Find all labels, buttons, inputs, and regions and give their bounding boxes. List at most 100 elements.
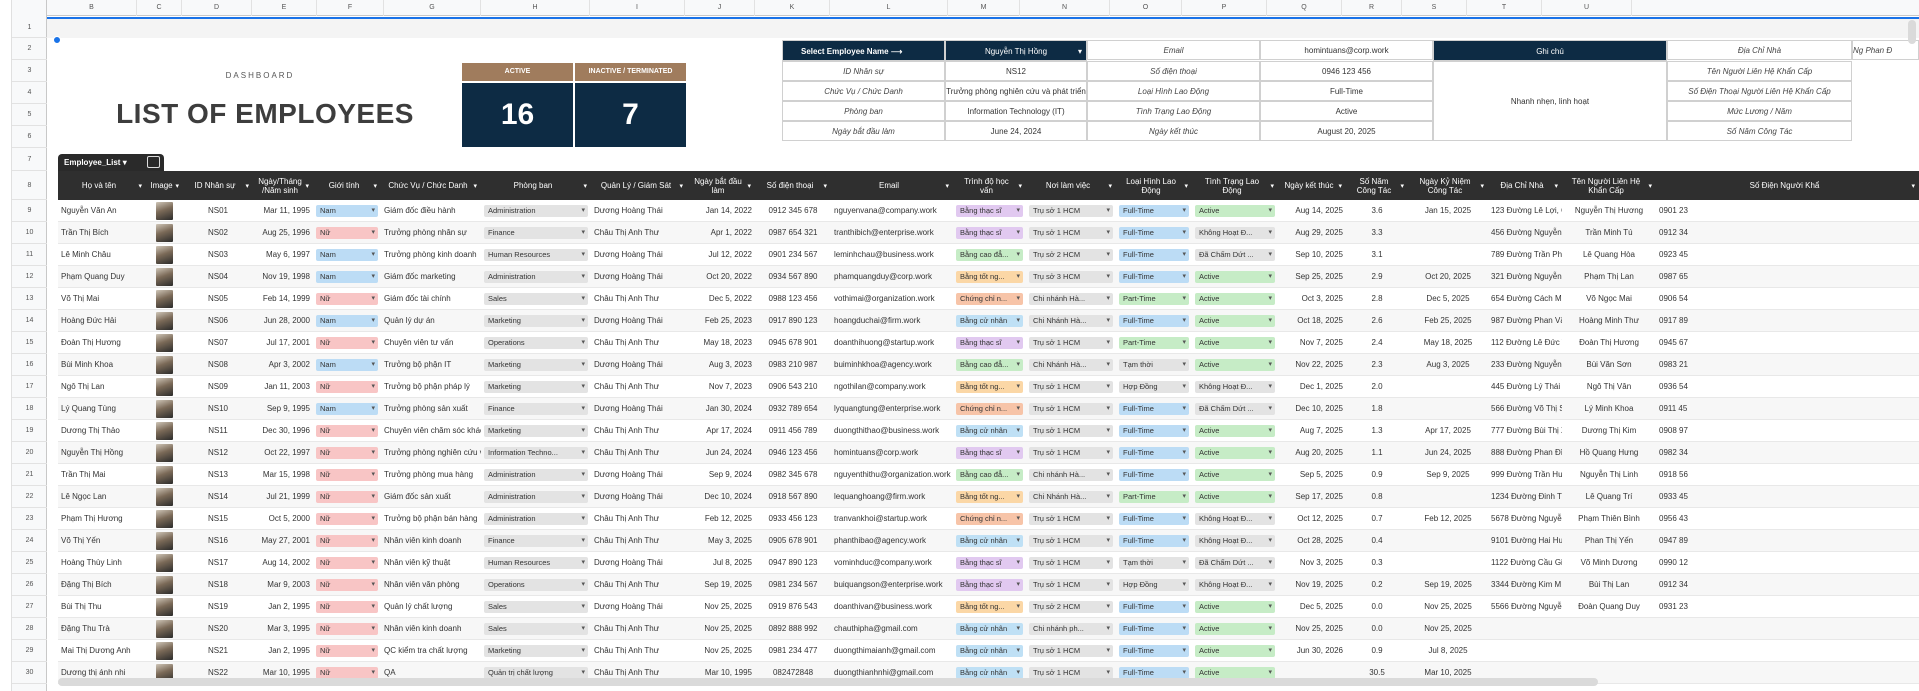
chip-status[interactable]: Active	[1195, 204, 1275, 217]
chip-status[interactable]: Active	[1195, 424, 1275, 437]
chip-contract[interactable]: Full-Time	[1119, 204, 1189, 217]
chip-contract[interactable]: Full-Time	[1119, 622, 1189, 635]
chip-edu[interactable]: Bằng thạc sĩ	[956, 226, 1023, 239]
column-header-anniv[interactable]: Ngày Kỷ Niệm Công Tác ▾	[1419, 176, 1484, 195]
chip-contract[interactable]: Full-Time	[1119, 534, 1189, 547]
table-row[interactable]: Trần Thị Bích NS02 Aug 25, 1996 Nữ Trưởng ph…	[58, 222, 1919, 244]
chip-dept[interactable]: Information Techno...	[484, 446, 588, 459]
row-number[interactable]: 1	[12, 17, 47, 38]
chevron-down-icon[interactable]: ▾	[1911, 183, 1915, 190]
column-header[interactable]: L	[830, 0, 948, 16]
chip-office[interactable]: Trụ sở 1 HCM	[1029, 534, 1113, 547]
chip-edu[interactable]: Bằng thạc sĩ	[956, 446, 1023, 459]
chevron-down-icon[interactable]: ▾	[1184, 183, 1188, 190]
chip-gender[interactable]: Nữ	[316, 468, 378, 481]
chip-edu[interactable]: Bằng cao đẳ...	[956, 358, 1023, 371]
chip-contract[interactable]: Full-Time	[1119, 226, 1189, 239]
column-header[interactable]: G	[384, 0, 481, 16]
chip-gender[interactable]: Nam	[316, 248, 378, 261]
column-header[interactable]: O	[1110, 0, 1182, 16]
row-number[interactable]: 7	[12, 148, 47, 171]
chip-dept[interactable]: Marketing	[484, 358, 588, 371]
chip-office[interactable]: Chi nhánh ph...	[1029, 622, 1113, 635]
column-header-address[interactable]: Địa Chỉ Nhà ▾	[1500, 181, 1558, 190]
chip-dept[interactable]: Administration	[484, 270, 588, 283]
table-view-icon[interactable]	[147, 156, 160, 168]
chevron-down-icon[interactable]: ▾	[473, 183, 477, 190]
chevron-down-icon[interactable]: ▾	[138, 183, 142, 190]
chip-dept[interactable]: Marketing	[484, 424, 588, 437]
chip-edu[interactable]: Bằng cử nhân	[956, 622, 1023, 635]
column-header-name[interactable]: Họ và tên ▾	[81, 181, 142, 190]
chip-contract[interactable]: Full-Time	[1119, 270, 1189, 283]
chip-dept[interactable]: Operations	[484, 336, 588, 349]
chip-dept[interactable]: Administration	[484, 204, 588, 217]
row-number[interactable]: 17	[12, 376, 47, 398]
chip-contract[interactable]: Tạm thời	[1119, 556, 1189, 569]
chip-status[interactable]: Không Hoạt Đ...	[1195, 380, 1275, 393]
column-header[interactable]: Q	[1267, 0, 1342, 16]
chip-edu[interactable]: Bằng thạc sĩ	[956, 204, 1023, 217]
table-row[interactable]: Nguyễn Văn An NS01 Mar 11, 1995 Nam Giám đốc…	[58, 200, 1919, 222]
chip-contract[interactable]: Tạm thời	[1119, 358, 1189, 371]
table-row[interactable]: Võ Thị Yến NS16 May 27, 2001 Nữ Nhân viên ki…	[58, 530, 1919, 552]
table-row[interactable]: Lý Quang Tùng NS10 Sep 9, 1995 Nam Trưởng ph…	[58, 398, 1919, 420]
table-row[interactable]: Đặng Thị Bích NS18 Mar 9, 2003 Nữ Nhân viên …	[58, 574, 1919, 596]
chip-dept[interactable]: Sales	[484, 622, 588, 635]
chip-office[interactable]: Trụ sở 2 HCM	[1029, 600, 1113, 613]
row-number[interactable]: 21	[12, 464, 47, 486]
chip-edu[interactable]: Bằng thạc sĩ	[956, 556, 1023, 569]
column-header[interactable]: P	[1182, 0, 1267, 16]
column-header-image[interactable]: Image ▾	[150, 181, 179, 190]
column-header[interactable]: J	[685, 0, 755, 16]
chip-dept[interactable]: Administration	[484, 490, 588, 503]
chevron-down-icon[interactable]: ▾	[747, 183, 751, 190]
chevron-down-icon[interactable]: ▾	[175, 183, 179, 190]
table-row[interactable]: Trần Thị Mai NS13 Mar 15, 1998 Nữ Trưởng phò…	[58, 464, 1919, 486]
row-number[interactable]: 4	[12, 82, 47, 104]
chip-contract[interactable]: Hợp Đồng	[1119, 380, 1189, 393]
column-header[interactable]: S	[1402, 0, 1467, 16]
column-header-edu[interactable]: Trình độ học vấn ▾	[964, 176, 1022, 195]
column-header-status[interactable]: Tình Trạng Lao Động ▾	[1204, 176, 1274, 195]
chip-office[interactable]: Trụ sở 1 HCM	[1029, 380, 1113, 393]
row-number[interactable]: 22	[12, 486, 47, 508]
row-number[interactable]: 10	[12, 222, 47, 244]
row-number[interactable]: 20	[12, 442, 47, 464]
chip-gender[interactable]: Nữ	[316, 600, 378, 613]
column-header[interactable]: B	[47, 0, 137, 16]
employee-name-dropdown[interactable]: Nguyễn Thị Hồng ▾	[945, 40, 1087, 61]
table-row[interactable]: Hoàng Đức Hải NS06 Jun 28, 2000 Nam Quản lý …	[58, 310, 1919, 332]
chip-contract[interactable]: Part-Time	[1119, 292, 1189, 305]
table-row[interactable]: Dương Thị Thảo NS11 Dec 30, 1996 Nữ Chuyên v…	[58, 420, 1919, 442]
column-header-id[interactable]: ID Nhân sự ▾	[194, 181, 249, 190]
column-header-manager[interactable]: Quản Lý / Giám Sát ▾	[600, 181, 683, 190]
row-number[interactable]: 23	[12, 508, 47, 530]
chip-dept[interactable]: Human Resources	[484, 556, 588, 569]
chip-edu[interactable]: Chứng chỉ n...	[956, 402, 1023, 415]
chip-office[interactable]: Trụ sở 1 HCM	[1029, 336, 1113, 349]
row-number[interactable]: 3	[12, 60, 47, 82]
row-number[interactable]: 15	[12, 332, 47, 354]
chip-contract[interactable]: Full-Time	[1119, 248, 1189, 261]
chip-status[interactable]: Active	[1195, 600, 1275, 613]
chip-edu[interactable]: Bằng tốt ng...	[956, 490, 1023, 503]
chevron-down-icon[interactable]: ▾	[1648, 183, 1652, 190]
row-number[interactable]: 5	[12, 104, 47, 126]
chip-office[interactable]: Trụ sở 1 HCM	[1029, 204, 1113, 217]
chip-gender[interactable]: Nữ	[316, 292, 378, 305]
chip-contract[interactable]: Full-Time	[1119, 446, 1189, 459]
row-number[interactable]: 30	[12, 662, 47, 684]
chip-office[interactable]: Trụ sở 2 HCM	[1029, 248, 1113, 261]
chip-contract[interactable]: Part-Time	[1119, 490, 1189, 503]
chip-office[interactable]: Trụ sở 1 HCM	[1029, 226, 1113, 239]
row-number[interactable]: 16	[12, 354, 47, 376]
chip-office[interactable]: Chi nhánh Hà...	[1029, 292, 1113, 305]
chevron-down-icon[interactable]: ▾	[1270, 183, 1274, 190]
column-header-gender[interactable]: Giới tính ▾	[328, 181, 377, 190]
row-number[interactable]: 8	[12, 171, 47, 200]
table-tab[interactable]: Employee_List ▾	[58, 154, 164, 171]
column-header[interactable]: M	[948, 0, 1020, 16]
chip-status[interactable]: Active	[1195, 270, 1275, 283]
row-number[interactable]: 6	[12, 126, 47, 148]
